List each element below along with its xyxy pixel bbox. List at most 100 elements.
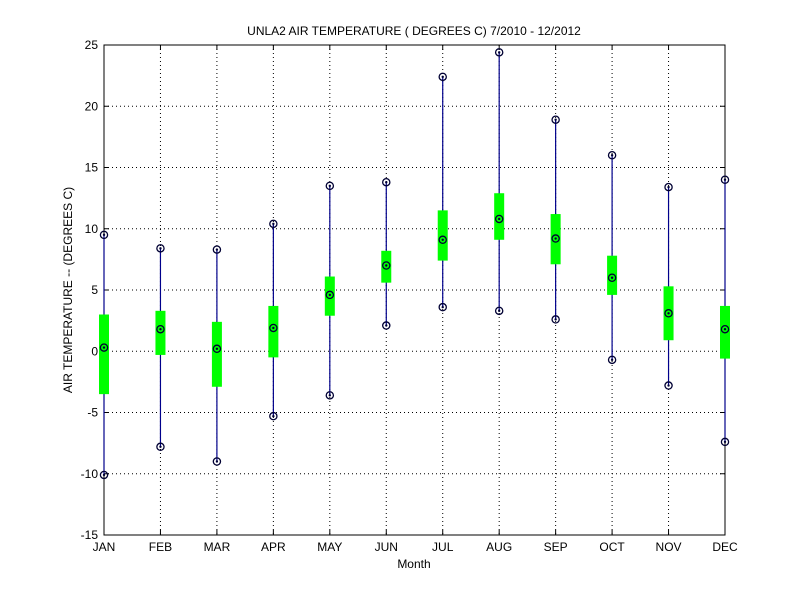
x-tick-label: AUG — [486, 540, 512, 554]
median-marker — [664, 309, 673, 318]
max-marker — [551, 115, 560, 124]
min-marker-dot — [610, 358, 614, 362]
ticks-layer: -15 -10 -5 0 5 10 15 20 25 JAN FEB MAR APR MAY JUN JUL A… — [81, 38, 738, 554]
x-tick-label: JUN — [375, 540, 398, 554]
max-marker — [212, 245, 222, 254]
iqr-box — [324, 276, 335, 316]
y-tick-label: -5 — [87, 406, 98, 420]
median-marker-dot — [385, 264, 388, 267]
chart-title: UNLA2 AIR TEMPERATURE ( DEGREES C) 7/201… — [247, 24, 581, 38]
min-marker — [494, 306, 504, 316]
median-marker-dot — [328, 293, 332, 297]
box-group-dec — [720, 175, 730, 447]
box-group-mar — [211, 245, 222, 466]
box-group-nov — [663, 182, 674, 390]
max-marker-dot — [610, 154, 614, 157]
max-marker — [438, 72, 447, 82]
median-marker-dot — [723, 328, 727, 331]
plot-frame — [103, 44, 726, 536]
min-marker-dot — [215, 460, 219, 463]
min-marker — [438, 302, 447, 312]
max-marker-dot — [272, 222, 275, 226]
max-marker-dot — [328, 184, 332, 188]
min-marker-dot — [159, 445, 162, 448]
min-marker-dot — [272, 414, 275, 418]
y-tick-label: -15 — [81, 528, 99, 542]
min-marker — [382, 321, 391, 330]
box-group-jun — [381, 177, 392, 330]
min-marker — [664, 381, 673, 390]
min-marker-dot — [102, 473, 106, 477]
y-tick-label: 25 — [85, 38, 99, 52]
x-tick-label: MAY — [317, 540, 342, 554]
iqr-box — [211, 321, 222, 387]
min-marker — [551, 315, 560, 324]
y-tick-label: 0 — [91, 344, 98, 358]
box-group-jan — [99, 230, 109, 480]
max-marker-dot — [723, 178, 727, 181]
box-group-oct — [607, 150, 618, 365]
x-tick-label: MAR — [204, 540, 231, 554]
min-marker-dot — [497, 309, 501, 313]
median-marker — [607, 273, 617, 282]
min-marker — [156, 442, 165, 452]
iqr-box — [437, 210, 448, 261]
min-marker — [212, 457, 222, 466]
box-group-jul — [437, 72, 448, 312]
x-tick-label: OCT — [599, 540, 625, 554]
median-marker — [325, 290, 335, 300]
min-marker — [269, 411, 278, 421]
iqr-box — [99, 314, 109, 395]
median-marker — [494, 214, 504, 224]
median-marker-dot — [667, 312, 670, 315]
y-tick-label: 15 — [85, 161, 99, 175]
max-marker-dot — [102, 233, 106, 237]
min-marker — [325, 391, 335, 400]
x-tick-label: FEB — [149, 540, 172, 554]
x-axis-label: Month — [397, 557, 430, 571]
box-group-may — [324, 181, 335, 400]
max-marker-dot — [667, 185, 670, 189]
max-marker-dot — [159, 247, 162, 250]
min-marker-dot — [441, 305, 444, 309]
median-marker — [212, 344, 222, 354]
median-marker-dot — [497, 217, 501, 221]
median-marker — [269, 323, 278, 333]
median-marker — [438, 235, 447, 245]
x-tick-label: DEC — [712, 540, 738, 554]
median-marker-dot — [441, 238, 444, 241]
median-marker — [382, 261, 391, 270]
y-tick-label: 10 — [85, 222, 99, 236]
max-marker — [664, 182, 673, 192]
median-marker-dot — [215, 347, 219, 350]
max-marker-dot — [441, 75, 444, 79]
min-marker-dot — [667, 384, 670, 387]
max-marker — [720, 175, 730, 184]
median-marker — [99, 343, 109, 352]
x-tick-label: JUL — [432, 540, 454, 554]
max-marker — [494, 48, 504, 57]
max-marker-dot — [385, 181, 388, 184]
marks-layer — [99, 48, 730, 480]
x-tick-label: SEP — [544, 540, 568, 554]
median-marker-dot — [610, 276, 614, 279]
x-tick-label: JAN — [93, 540, 116, 554]
max-marker — [382, 177, 391, 187]
iqr-box — [381, 250, 392, 283]
box-group-sep — [550, 115, 561, 324]
min-marker — [720, 437, 730, 447]
median-marker-dot — [159, 328, 162, 331]
max-marker — [325, 181, 335, 191]
box-group-feb — [155, 244, 166, 452]
y-tick-label: 20 — [85, 99, 99, 113]
box-group-aug — [494, 48, 505, 316]
iqr-box — [494, 193, 505, 240]
x-tick-label: APR — [261, 540, 286, 554]
y-tick-label: 5 — [91, 283, 98, 297]
min-marker-dot — [385, 324, 388, 327]
axes-layer — [103, 44, 726, 536]
median-marker-dot — [272, 326, 275, 330]
box-group-apr — [268, 219, 279, 421]
